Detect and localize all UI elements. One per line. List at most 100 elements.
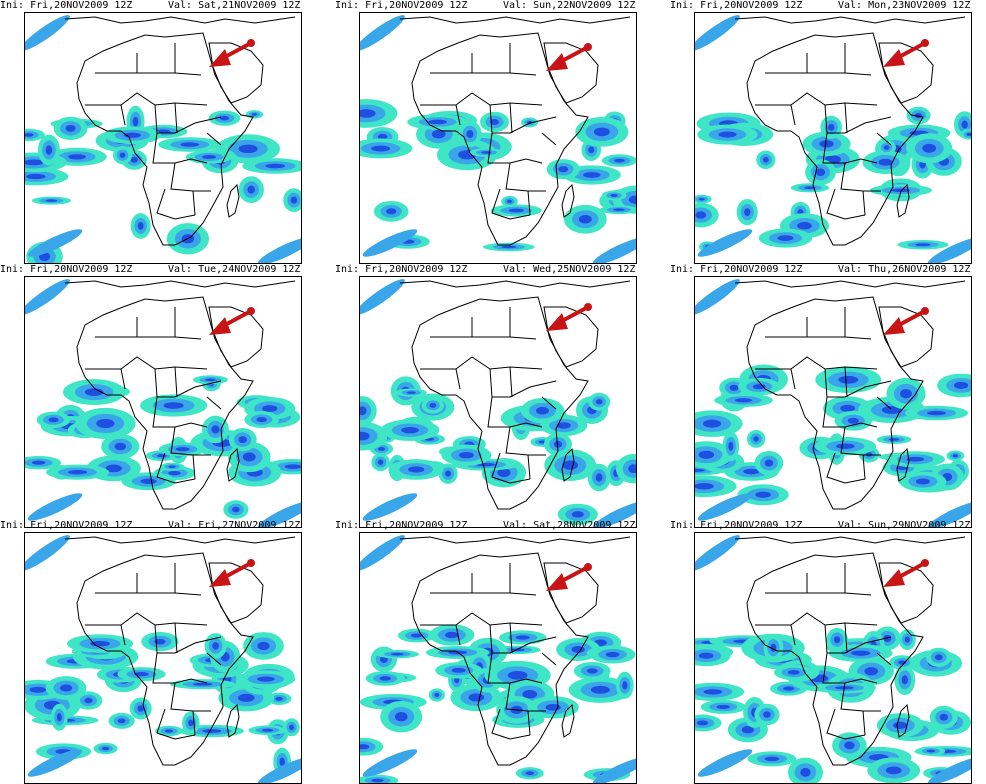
forecast-panel-2: Ini: Fri,20NOV2009 12Z Val: Sun,22NOV200… [335, 0, 660, 264]
precip-heavy-rain [815, 168, 826, 177]
precip-streak [25, 535, 70, 571]
precip-heavy-rain [507, 670, 528, 680]
precip-streak [362, 493, 418, 521]
boundary-line [420, 92, 543, 106]
precip-heavy-rain [864, 667, 879, 676]
precip-heavy-rain [29, 686, 47, 693]
boundary-line [844, 622, 848, 654]
precip-heavy-rain [451, 667, 466, 673]
precip-heavy-rain [468, 693, 485, 702]
precip-map [694, 276, 972, 528]
boundary-line [862, 710, 866, 736]
precip-heavy-rain [695, 468, 705, 472]
boundary-line [156, 708, 196, 740]
precip-heavy-rain [922, 143, 937, 153]
boundary-line [541, 396, 557, 410]
boundary-line [154, 624, 222, 654]
precip-heavy-rain [836, 443, 855, 449]
precip-heavy-rain [68, 469, 87, 475]
precip-map [359, 12, 637, 264]
boundary-line [824, 624, 892, 654]
precip-heavy-rain [501, 245, 517, 249]
precip-heavy-rain [893, 721, 908, 730]
boundary-line [455, 104, 461, 126]
precip-heavy-rain [556, 422, 571, 429]
precip-heavy-rain [386, 208, 397, 215]
boundary-line [174, 366, 178, 398]
boundary-line [840, 426, 881, 456]
boundary-line [85, 356, 208, 370]
boundary-line [85, 612, 208, 626]
precip-heavy-rain [851, 650, 871, 656]
precip-heavy-rain [238, 144, 258, 154]
boundary-line [95, 573, 138, 594]
precip-heavy-rain [545, 703, 561, 711]
precip-heavy-rain [695, 483, 714, 490]
boundary-line [876, 652, 892, 666]
boundary-line [430, 573, 473, 594]
boundary-line [206, 396, 222, 410]
precip-heavy-rain [753, 436, 759, 442]
precip-heavy-rain [137, 705, 144, 712]
boundary-line [174, 102, 178, 134]
precip-heavy-rain [431, 129, 446, 139]
red-arrow-icon [209, 559, 255, 587]
boundary-line [543, 562, 599, 624]
precip-heavy-rain [586, 668, 598, 674]
boundary-line [174, 72, 202, 76]
boundary-line [505, 426, 546, 456]
precip-heavy-rain [25, 133, 34, 137]
precip-heavy-rain [445, 470, 451, 477]
red-arrow-icon [883, 559, 929, 587]
precip-heavy-rain [595, 473, 603, 482]
boundary-line [174, 622, 178, 654]
precip-heavy-rain [90, 640, 110, 647]
precip-heavy-rain [797, 221, 812, 230]
precip-heavy-rain [211, 425, 220, 434]
boundary-line [137, 563, 176, 594]
precipitation-field [695, 535, 971, 783]
boundary-line [527, 190, 531, 216]
forecast-panel-7: Ini: Fri,20NOV2009 12Z Val: Fri,27NOV200… [0, 520, 325, 784]
precip-heavy-rain [219, 115, 230, 121]
valid-time-label: Val: Mon,23NOV2009 12Z [838, 0, 971, 11]
precip-heavy-rain [168, 470, 181, 476]
precip-heavy-rain [622, 681, 628, 690]
red-arrow-icon [209, 39, 255, 67]
init-time-label: Ini: Fri,20NOV2009 12Z [670, 520, 803, 531]
boundary-line [489, 624, 557, 654]
coastlines-and-borders [399, 280, 631, 510]
boundary-line [561, 447, 575, 482]
panel-header: Ini: Fri,20NOV2009 12Z Val: Sat,28NOV200… [335, 520, 665, 532]
boundary-line [120, 104, 126, 126]
boundary-line [509, 366, 513, 398]
precip-heavy-rain [703, 689, 723, 695]
boundary-line [399, 536, 631, 544]
precip-heavy-rain [490, 118, 499, 126]
precip-map [694, 12, 972, 264]
precip-streak [592, 757, 636, 783]
boundary-line [64, 536, 296, 544]
boundary-line [208, 306, 264, 368]
precip-heavy-rain [45, 199, 58, 202]
precip-heavy-rain [718, 131, 737, 138]
precip-heavy-rain [65, 124, 76, 132]
map-canvas [25, 279, 301, 527]
precipitation-field [25, 15, 301, 263]
boundary-line [120, 368, 126, 390]
precip-heavy-rain [284, 464, 301, 469]
map-canvas [25, 535, 301, 783]
precip-heavy-rain [31, 460, 46, 465]
precip-heavy-rain [119, 152, 126, 158]
coastlines-and-borders [64, 16, 296, 246]
precip-heavy-rain [256, 676, 275, 682]
init-time-label: Ini: Fri,20NOV2009 12Z [335, 0, 468, 11]
precip-heavy-rain [583, 172, 601, 178]
panel-header: Ini: Fri,20NOV2009 12Z Val: Sun,29NOV200… [670, 520, 986, 532]
precip-streak [25, 15, 70, 51]
precip-heavy-rain [394, 711, 408, 722]
boundary-line [840, 162, 881, 192]
boundary-line [411, 32, 589, 246]
precip-heavy-rain [702, 419, 722, 428]
boundary-line [844, 102, 848, 134]
